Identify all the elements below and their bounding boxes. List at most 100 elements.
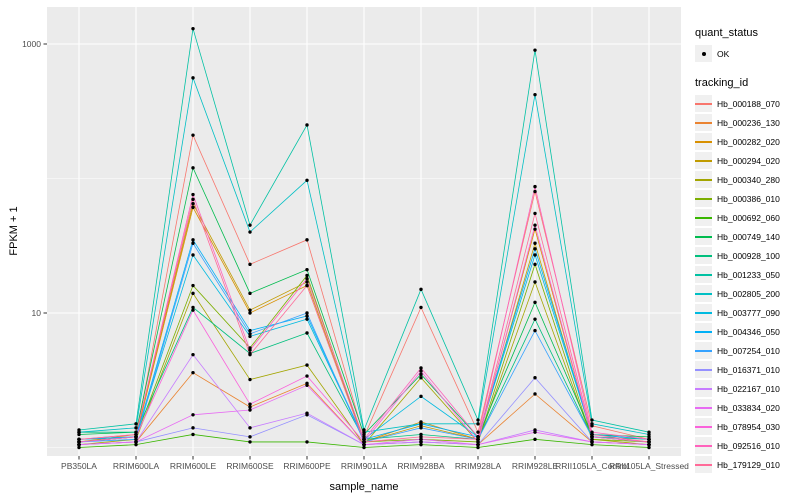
data-point	[476, 430, 480, 434]
series-line-key-icon	[695, 380, 712, 397]
x-tick-label: RRIM600LE	[170, 461, 217, 471]
legend-item-label: Hb_000749_140	[717, 231, 780, 242]
data-point	[533, 280, 537, 284]
legend-item-tracking-id: Hb_000749_140	[695, 227, 800, 246]
legend-item-tracking-id: Hb_000188_070	[695, 94, 800, 113]
x-tick-label: RRIM600LA	[113, 461, 160, 471]
data-point	[248, 440, 252, 444]
data-point	[476, 440, 480, 444]
series-line-key-icon	[695, 266, 712, 283]
legend-item-tracking-id: Hb_003777_090	[695, 303, 800, 322]
data-point	[191, 413, 195, 417]
data-point	[248, 435, 252, 439]
data-point	[476, 442, 480, 447]
data-point	[419, 369, 423, 373]
data-point	[248, 262, 252, 267]
data-point	[191, 352, 195, 357]
data-point	[134, 435, 138, 439]
data-point	[248, 230, 252, 234]
x-tick-label: RRIM600SE	[226, 461, 274, 471]
data-point	[77, 440, 81, 444]
x-tick-label: RRIM600PE	[283, 461, 331, 471]
legend-item-label: Hb_000282_020	[717, 136, 780, 147]
data-point	[305, 311, 309, 315]
data-point	[533, 92, 537, 97]
data-point	[134, 440, 138, 444]
data-point	[248, 291, 252, 296]
data-point	[191, 166, 195, 170]
legend-item-tracking-id: Hb_000928_100	[695, 246, 800, 265]
legend-item-label: Hb_078954_030	[717, 421, 780, 432]
data-point	[248, 332, 252, 336]
data-point	[647, 445, 651, 450]
legend-item-label: Hb_000928_100	[717, 250, 780, 261]
data-point	[419, 422, 423, 426]
data-point	[191, 238, 195, 242]
data-point	[419, 440, 423, 444]
data-point	[362, 445, 366, 450]
legend-tracking-items: Hb_000188_070 Hb_000236_130 Hb_000282_020 H…	[695, 94, 800, 474]
legend-item-tracking-id: Hb_000282_020	[695, 132, 800, 151]
data-point	[77, 445, 81, 450]
data-point	[191, 305, 195, 310]
data-point	[419, 305, 423, 310]
legend-section-quant-status: quant_status OK	[695, 27, 800, 63]
data-point	[419, 394, 423, 399]
data-point	[533, 300, 537, 305]
data-point	[533, 376, 537, 380]
data-point	[134, 432, 138, 437]
series-line-key-icon	[695, 285, 712, 302]
data-point	[419, 435, 423, 439]
data-point	[305, 123, 309, 127]
data-point	[419, 372, 423, 377]
data-point	[533, 437, 537, 442]
data-point	[305, 283, 309, 288]
data-point	[305, 411, 309, 415]
series-line-key-icon	[695, 209, 712, 226]
data-point	[533, 48, 537, 52]
data-point	[248, 223, 252, 227]
data-point	[362, 440, 366, 444]
data-point	[647, 442, 651, 447]
legend-item-tracking-id: Hb_001233_050	[695, 265, 800, 284]
legend-item-label: Hb_002805_200	[717, 288, 780, 299]
data-point	[191, 253, 195, 257]
series-line-key-icon	[695, 342, 712, 359]
data-point	[248, 408, 252, 412]
data-point	[191, 291, 195, 296]
series-line-key-icon	[695, 323, 712, 340]
data-point	[419, 432, 423, 437]
data-point	[305, 238, 309, 242]
data-point	[590, 442, 594, 447]
series-line-key-icon	[695, 114, 712, 131]
series-line-key-icon	[695, 228, 712, 245]
data-point	[248, 308, 252, 312]
legend-item-tracking-id: Hb_179129_010	[695, 455, 800, 474]
data-point	[590, 422, 594, 426]
data-point	[419, 426, 423, 430]
data-point	[191, 308, 195, 312]
data-point	[134, 422, 138, 426]
data-point	[590, 432, 594, 437]
series-line-key-icon	[695, 95, 712, 112]
data-point	[248, 311, 252, 315]
data-point	[419, 366, 423, 370]
data-point	[533, 392, 537, 396]
data-point	[248, 377, 252, 382]
data-point	[305, 440, 309, 444]
ok-point-key-icon	[695, 45, 712, 62]
data-point	[533, 241, 537, 245]
data-point	[533, 262, 537, 267]
data-point	[647, 432, 651, 437]
data-point	[305, 383, 309, 388]
x-axis-title: sample_name	[329, 481, 399, 493]
data-point	[533, 227, 537, 231]
data-point	[476, 435, 480, 439]
data-point	[533, 223, 537, 227]
legend-item-tracking-id: Hb_022167_010	[695, 379, 800, 398]
legend-title-tracking-id: tracking_id	[695, 77, 749, 89]
data-point	[305, 317, 309, 321]
data-point	[191, 26, 195, 31]
legend-item-tracking-id: Hb_000386_010	[695, 189, 800, 208]
y-tick-label: 1000	[22, 39, 41, 49]
